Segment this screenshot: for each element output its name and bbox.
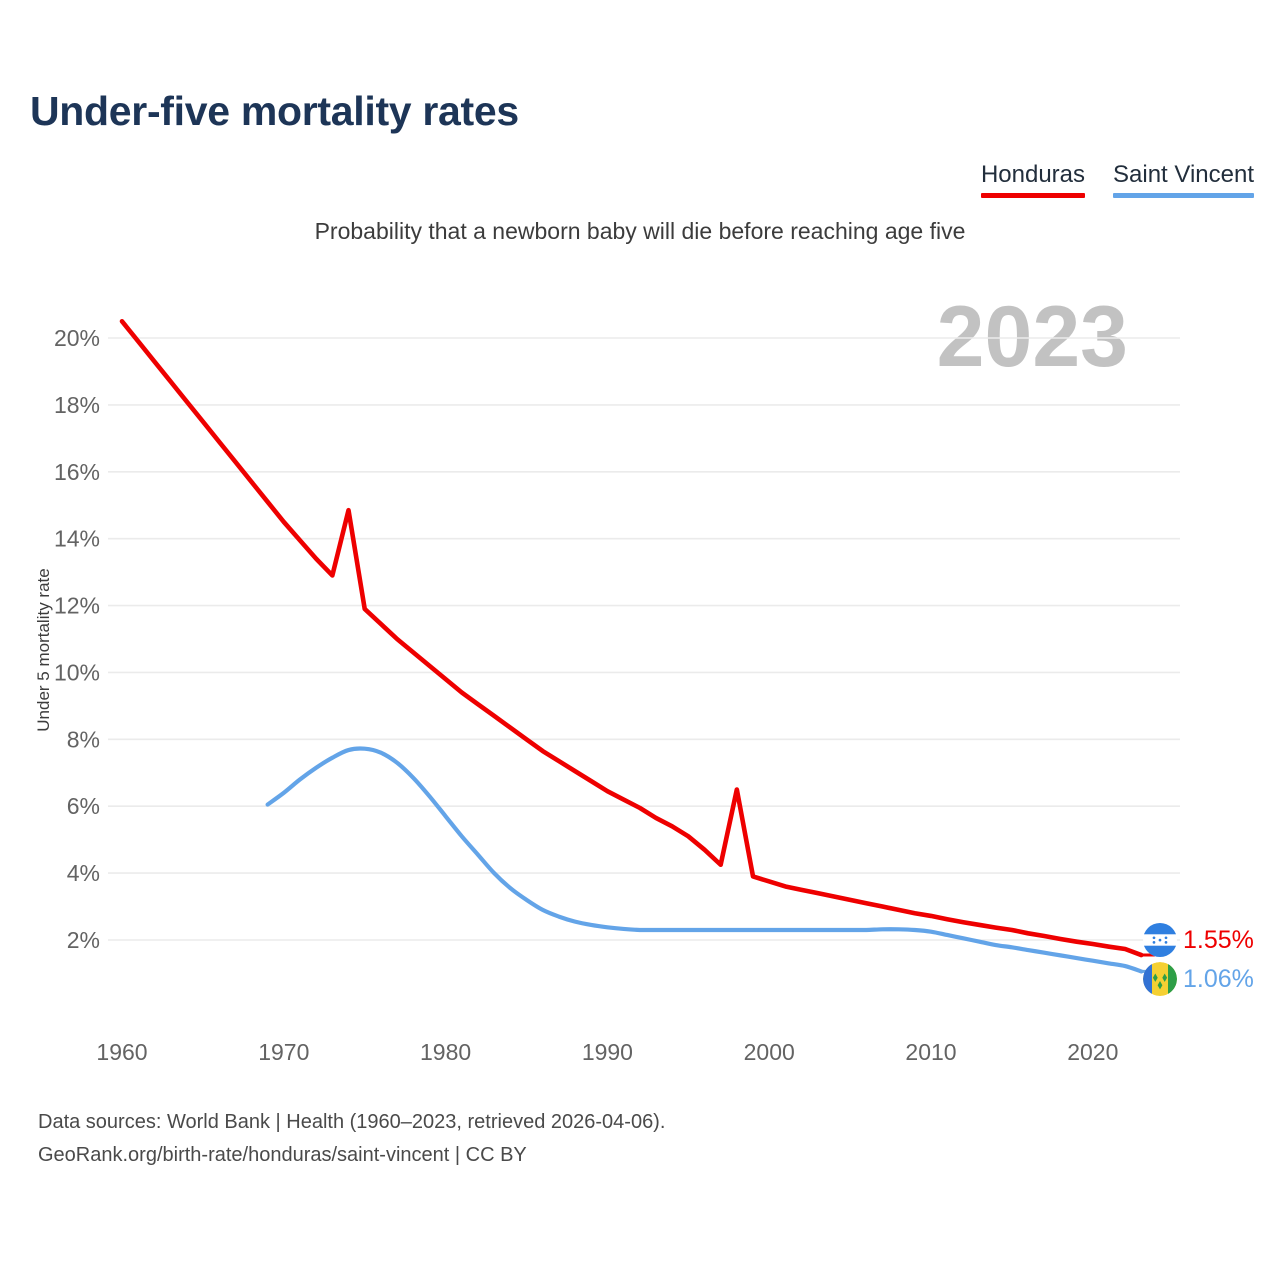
y-tick-label: 20% xyxy=(54,325,100,351)
chart-legend: Honduras Saint Vincent xyxy=(980,161,1254,198)
end-label-saint-vincent[interactable]: 1.06% xyxy=(1143,962,1254,996)
x-tick-label: 2000 xyxy=(744,1039,795,1065)
series-lines xyxy=(119,318,1144,974)
series-line-saint-vincent xyxy=(265,746,1144,974)
y-tick-label: 6% xyxy=(67,793,100,819)
end-label-honduras[interactable]: 1.55% xyxy=(1143,923,1254,957)
y-tick-label: 10% xyxy=(54,659,100,685)
legend-item-honduras[interactable]: Honduras xyxy=(980,161,1085,198)
chart-subtitle: Probability that a newborn baby will die… xyxy=(314,218,966,244)
honduras-flag-icon xyxy=(1143,923,1177,957)
x-tick-label: 1960 xyxy=(96,1039,147,1065)
legend-item-saint-vincent[interactable]: Saint Vincent xyxy=(1113,161,1254,198)
legend-swatch-honduras xyxy=(980,192,1085,198)
x-tick-label: 2020 xyxy=(1067,1039,1118,1065)
y-tick-label: 16% xyxy=(54,459,100,485)
end-label-value-saint-vincent: 1.06% xyxy=(1183,964,1254,993)
y-axis-tick-labels: 2% 4% 6% 8% 10% 12% 14% 16% 18% 20% xyxy=(54,325,100,953)
footer-line-url[interactable]: GeoRank.org/birth-rate/honduras/saint-vi… xyxy=(38,1144,527,1166)
x-tick-label: 1990 xyxy=(582,1039,633,1065)
y-tick-label: 2% xyxy=(67,927,100,953)
x-tick-label: 1980 xyxy=(420,1039,471,1065)
footer-attribution: Data sources: World Bank | Health (1960–… xyxy=(38,1106,665,1172)
legend-label-saint-vincent: Saint Vincent xyxy=(1113,161,1254,188)
legend-label-honduras: Honduras xyxy=(980,161,1085,188)
y-tick-label: 8% xyxy=(67,726,100,752)
gridlines xyxy=(108,337,1180,941)
series-line-honduras xyxy=(119,318,1144,958)
y-tick-label: 14% xyxy=(54,526,100,552)
x-tick-label: 2010 xyxy=(905,1039,956,1065)
y-tick-label: 12% xyxy=(54,593,100,619)
footer-line-data-sources: Data sources: World Bank | Health (1960–… xyxy=(38,1111,666,1133)
end-label-value-honduras: 1.55% xyxy=(1183,925,1254,954)
saint-vincent-flag-icon xyxy=(1143,962,1177,996)
year-watermark: 2023 xyxy=(936,289,1128,385)
page-title: Under-five mortality rates xyxy=(30,88,519,134)
y-tick-label: 4% xyxy=(67,860,100,886)
x-axis-tick-labels: 1960 1970 1980 1990 2000 2010 2020 xyxy=(96,1039,1118,1065)
y-tick-label: 18% xyxy=(54,392,100,418)
y-axis-title: Under 5 mortality rate xyxy=(34,568,53,732)
legend-swatch-saint-vincent xyxy=(1113,192,1254,198)
x-tick-label: 1970 xyxy=(258,1039,309,1065)
